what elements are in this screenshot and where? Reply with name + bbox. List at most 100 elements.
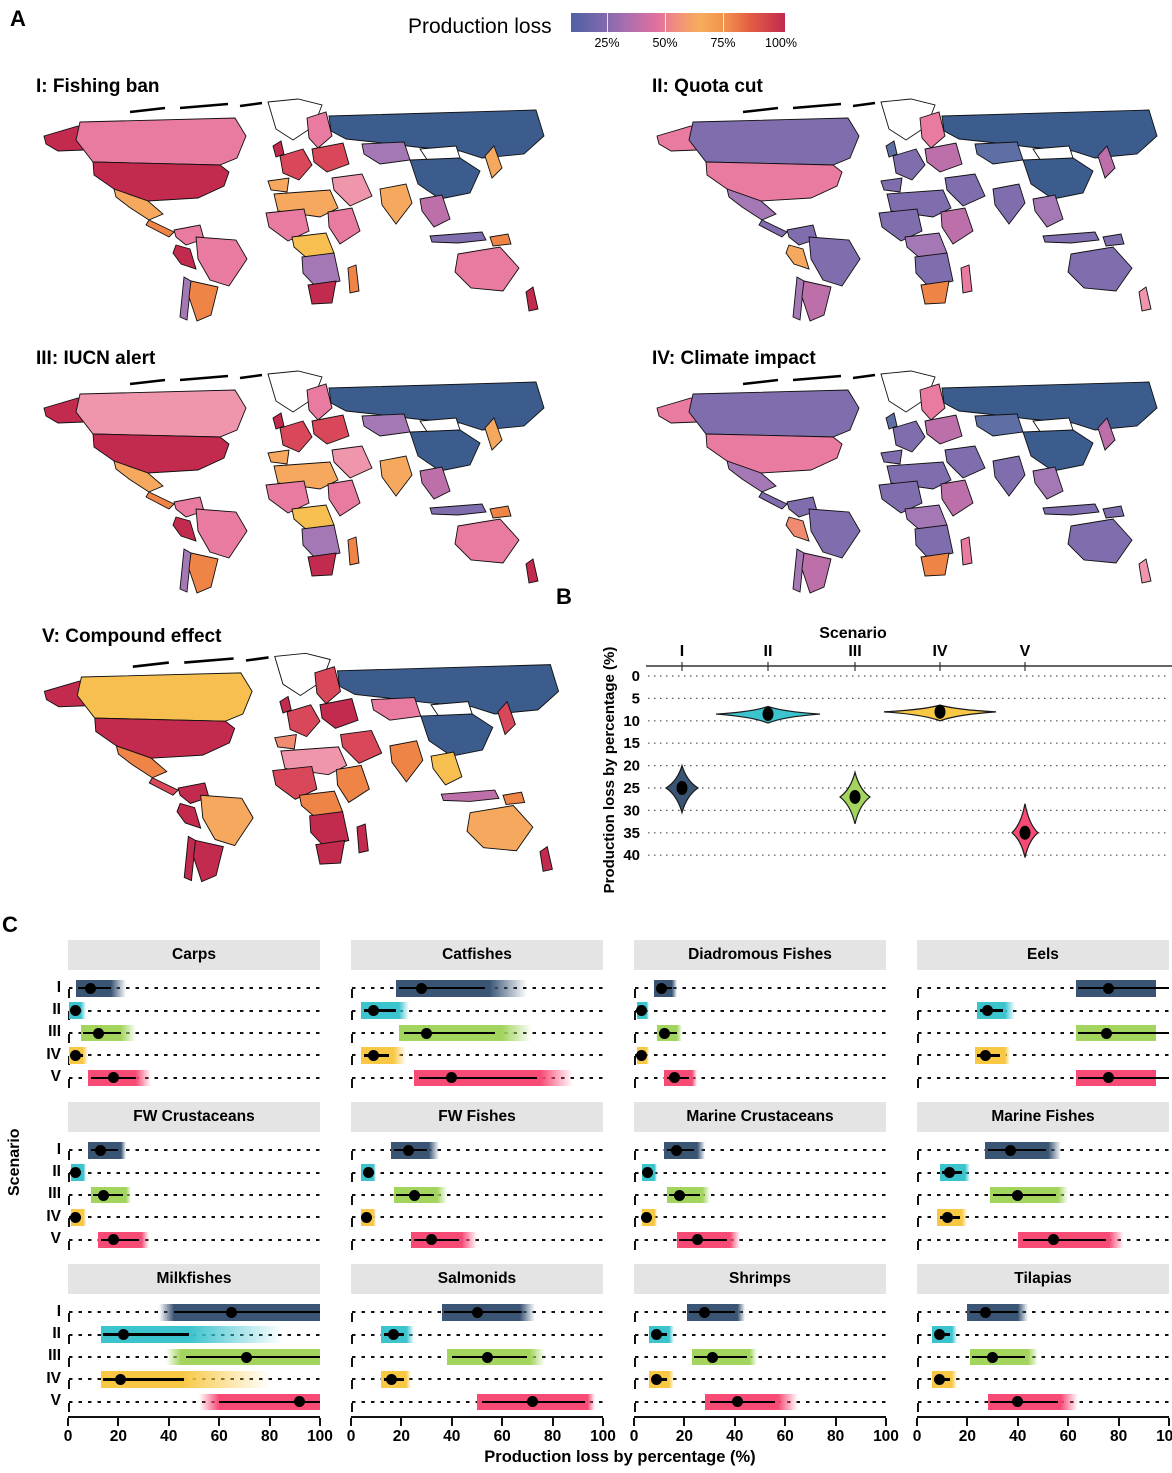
map-region-canada <box>688 117 860 166</box>
interval-row-III <box>351 1184 603 1206</box>
x-axis-tick <box>167 1418 170 1426</box>
dotted-gridline <box>352 1149 603 1152</box>
map-region-eafrica <box>940 207 974 245</box>
scenario-row-label: II <box>52 1324 61 1342</box>
map-region-uk <box>885 412 898 430</box>
row-axis-tick <box>68 1402 70 1412</box>
x-axis-tick-label: 40 <box>1009 1428 1027 1445</box>
map-region-mideast <box>331 445 373 479</box>
map-region-australia <box>454 518 520 564</box>
x-axis-tick-label: 20 <box>958 1428 977 1445</box>
x-axis-tick <box>885 1418 887 1426</box>
map-region-argentina <box>801 280 832 322</box>
map-region-russia <box>328 109 545 159</box>
median-dot <box>117 1329 129 1341</box>
subplot-plot-area <box>634 1139 886 1251</box>
row-axis-tick <box>351 1380 353 1390</box>
dotted-gridline <box>635 1355 886 1358</box>
interval-row-I <box>634 977 886 999</box>
interval-row-IV <box>917 1368 1169 1390</box>
whisker-line <box>403 1031 495 1035</box>
median-dot <box>1103 982 1115 994</box>
interval-row-III <box>634 1346 886 1368</box>
scenario-row-label: IV <box>46 1207 61 1225</box>
median-dot <box>107 1072 119 1084</box>
whisker-line <box>398 987 485 990</box>
violin-ytick-label: 35 <box>623 825 640 842</box>
map-region-usa <box>705 433 843 474</box>
scenario-row-label: III <box>48 1347 61 1365</box>
map-region-madagascar <box>960 536 973 566</box>
dotted-gridline <box>635 1149 886 1152</box>
arctic-coastline <box>742 106 779 114</box>
median-dot <box>471 1306 483 1318</box>
map-region-chile <box>183 835 197 882</box>
dotted-gridline <box>635 987 886 990</box>
map-region-kazakh <box>361 413 411 437</box>
dotted-gridline <box>635 1238 886 1241</box>
x-axis-tick-label: 0 <box>346 1428 356 1445</box>
subplot-plot-area: I II III IV V <box>46 1139 320 1251</box>
subplot-plot-area: I II III IV V <box>46 1301 320 1413</box>
row-axis-tick <box>917 989 919 998</box>
map-region-kazakh <box>370 697 422 721</box>
map-region-newzealand <box>1138 558 1152 584</box>
colorbar-tick: 25% <box>594 36 620 50</box>
x-axis-tick-label: 60 <box>1059 1428 1077 1445</box>
row-axis-tick <box>917 1335 919 1345</box>
subplot-milkfishes: Milkfishes I II III IV V 0 20 40 60 80 100 <box>46 1264 333 1458</box>
whisker-line <box>990 1400 1059 1404</box>
subplot-catfishes: Catfishes <box>351 940 603 1089</box>
arctic-coastline <box>792 374 842 382</box>
map-region-camerica <box>148 777 179 796</box>
row-axis-tick <box>634 1056 636 1066</box>
subplot-title: Marine Crustaceans <box>634 1102 886 1132</box>
row-axis-tick <box>351 989 353 998</box>
row-axis-tick <box>351 1335 353 1345</box>
map-region-argentina <box>188 552 219 594</box>
dotted-gridline <box>352 1238 603 1241</box>
median-dot <box>987 1351 999 1363</box>
map-region-southafrica <box>920 552 950 577</box>
row-axis-tick <box>634 1173 636 1183</box>
map-region-eafrica <box>940 479 974 517</box>
violin-xtick-label: V <box>1020 643 1031 660</box>
map-region-seasia <box>430 751 463 786</box>
dotted-gridline <box>352 1009 603 1012</box>
map-region-newzealand <box>525 558 539 584</box>
interval-row-III <box>917 1346 1169 1368</box>
dotted-gridline <box>918 1009 1169 1012</box>
map-region-eafrica <box>327 207 361 245</box>
violin-median-dot-II <box>762 707 774 722</box>
row-axis-tick <box>351 1173 353 1183</box>
row-axis-tick <box>351 1056 353 1066</box>
interval-row-V: V <box>51 1067 320 1089</box>
subplot-fw-fishes: FW Fishes <box>351 1102 603 1251</box>
map-region-india <box>992 183 1026 225</box>
map-region-kazakh <box>974 141 1024 165</box>
row-axis-tick <box>68 1151 70 1160</box>
median-dot <box>70 1211 82 1223</box>
map-region-canada <box>688 389 860 438</box>
median-dot <box>691 1234 703 1246</box>
legend-title: Production loss <box>408 15 552 38</box>
scenario-row-label: I <box>56 1302 61 1320</box>
median-dot <box>115 1373 127 1385</box>
x-axis-tick-label: 20 <box>675 1428 694 1445</box>
arctic-coastline <box>184 657 234 664</box>
map-region-usa <box>92 433 230 474</box>
median-dot <box>481 1351 493 1363</box>
violin-ytick-label: 0 <box>632 668 640 685</box>
world-map-scenario-I <box>43 98 545 322</box>
map-region-canada <box>75 389 247 438</box>
interval-row-I <box>351 977 603 999</box>
median-dot <box>1004 1144 1016 1156</box>
median-dot <box>403 1144 415 1156</box>
violin-ytick-label: 25 <box>623 780 640 797</box>
x-axis: 0 20 40 60 80 100 <box>347 1416 616 1458</box>
interval-row-II <box>351 999 603 1021</box>
row-axis-tick <box>634 1011 636 1021</box>
row-axis-tick <box>351 1078 353 1088</box>
map-title-I: I: Fishing ban <box>36 76 160 97</box>
whisker-line <box>689 1311 735 1314</box>
